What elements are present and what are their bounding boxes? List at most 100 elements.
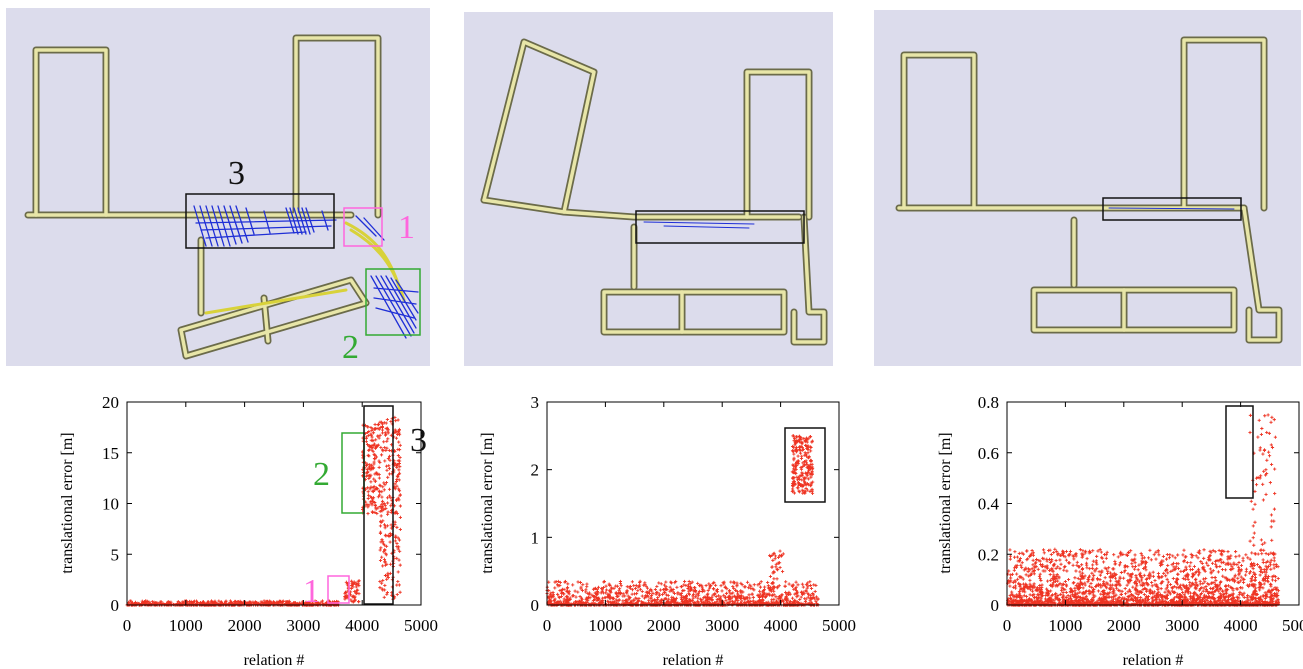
- data-point: [790, 596, 795, 600]
- data-point: [612, 586, 616, 590]
- data-point: [1213, 559, 1218, 563]
- data-point: [1090, 585, 1094, 589]
- data-point: [1050, 597, 1054, 601]
- data-point: [1182, 548, 1186, 552]
- data-point: [1133, 557, 1137, 561]
- data-point: [664, 587, 668, 591]
- plot-1-box-2: [341, 432, 365, 514]
- data-point: [792, 471, 796, 475]
- x-tick-label: 1000: [588, 616, 622, 635]
- data-point: [1058, 553, 1062, 557]
- data-point: [661, 588, 665, 592]
- data-point: [775, 586, 779, 590]
- data-point: [790, 476, 795, 480]
- data-point: [376, 443, 380, 447]
- data-point: [1047, 568, 1052, 573]
- data-point: [367, 473, 372, 478]
- data-point: [380, 428, 385, 432]
- data-point: [656, 595, 660, 600]
- data-point: [365, 470, 370, 475]
- data-point: [808, 598, 812, 602]
- data-point: [653, 587, 657, 592]
- data-point: [645, 586, 650, 590]
- data-point: [1174, 595, 1179, 599]
- data-point: [727, 597, 731, 602]
- data-point: [1217, 583, 1221, 587]
- data-point: [357, 600, 361, 604]
- data-point: [1218, 564, 1222, 569]
- data-point: [624, 599, 628, 603]
- data-point: [366, 496, 370, 501]
- data-point: [1169, 569, 1173, 574]
- data-point: [385, 496, 390, 500]
- data-point: [617, 588, 621, 592]
- data-point: [1220, 553, 1224, 557]
- data-point: [615, 599, 619, 603]
- data-point: [397, 471, 402, 475]
- data-point: [372, 484, 376, 489]
- data-point: [776, 561, 780, 565]
- data-point: [397, 558, 401, 562]
- data-point: [397, 448, 402, 452]
- data-point: [373, 457, 377, 461]
- data-point: [1027, 597, 1032, 601]
- data-point: [1118, 576, 1122, 580]
- data-point: [1063, 555, 1067, 559]
- data-point: [383, 563, 388, 567]
- data-point: [394, 479, 399, 484]
- data-point: [1165, 568, 1169, 572]
- data-point: [1091, 559, 1095, 563]
- data-point: [696, 591, 700, 595]
- data-point: [371, 431, 376, 435]
- data-point: [1074, 569, 1078, 573]
- data-point: [397, 427, 401, 432]
- data-point: [751, 595, 755, 599]
- data-point: [1122, 570, 1126, 574]
- data-point: [1099, 585, 1103, 589]
- data-point: [722, 593, 726, 597]
- data-point: [640, 594, 644, 598]
- data-point: [1196, 567, 1201, 571]
- data-point: [779, 596, 783, 600]
- data-point: [1028, 578, 1032, 582]
- data-point: [800, 488, 804, 492]
- data-point: [604, 588, 609, 592]
- data-point: [386, 437, 390, 441]
- data-point: [1150, 581, 1154, 585]
- data-point: [385, 468, 389, 472]
- data-point: [1214, 578, 1218, 583]
- data-point: [1172, 590, 1176, 594]
- data-point: [159, 600, 163, 604]
- data-point: [1150, 596, 1154, 600]
- data-point: [715, 590, 720, 594]
- data-point: [383, 459, 387, 463]
- data-point: [697, 602, 701, 607]
- data-point: [729, 580, 733, 584]
- data-point: [1059, 562, 1063, 566]
- data-point: [799, 465, 803, 470]
- data-point: [364, 436, 368, 441]
- plot-panel-1: 0 1000 2000 3000 4000 5000 0 5 10 15 20 1 2 3 rela…: [0, 385, 440, 669]
- data-point: [803, 443, 808, 447]
- data-point: [792, 479, 796, 484]
- data-point: [1134, 575, 1138, 579]
- data-point: [686, 599, 690, 604]
- data-point: [736, 596, 740, 600]
- data-point: [379, 514, 383, 518]
- plot-2-points: [545, 434, 820, 607]
- data-point: [740, 583, 744, 587]
- data-point: [1030, 548, 1034, 553]
- data-point: [642, 583, 646, 587]
- data-point: [343, 595, 347, 599]
- data-point: [1007, 599, 1011, 603]
- data-point: [1177, 586, 1181, 590]
- data-point: [155, 601, 159, 605]
- data-point: [147, 600, 151, 604]
- y-tick-label: 1: [531, 528, 540, 547]
- data-point: [1019, 588, 1023, 592]
- data-point: [1151, 570, 1155, 574]
- data-point: [1204, 561, 1209, 565]
- data-point: [1269, 567, 1273, 571]
- data-point: [378, 483, 382, 487]
